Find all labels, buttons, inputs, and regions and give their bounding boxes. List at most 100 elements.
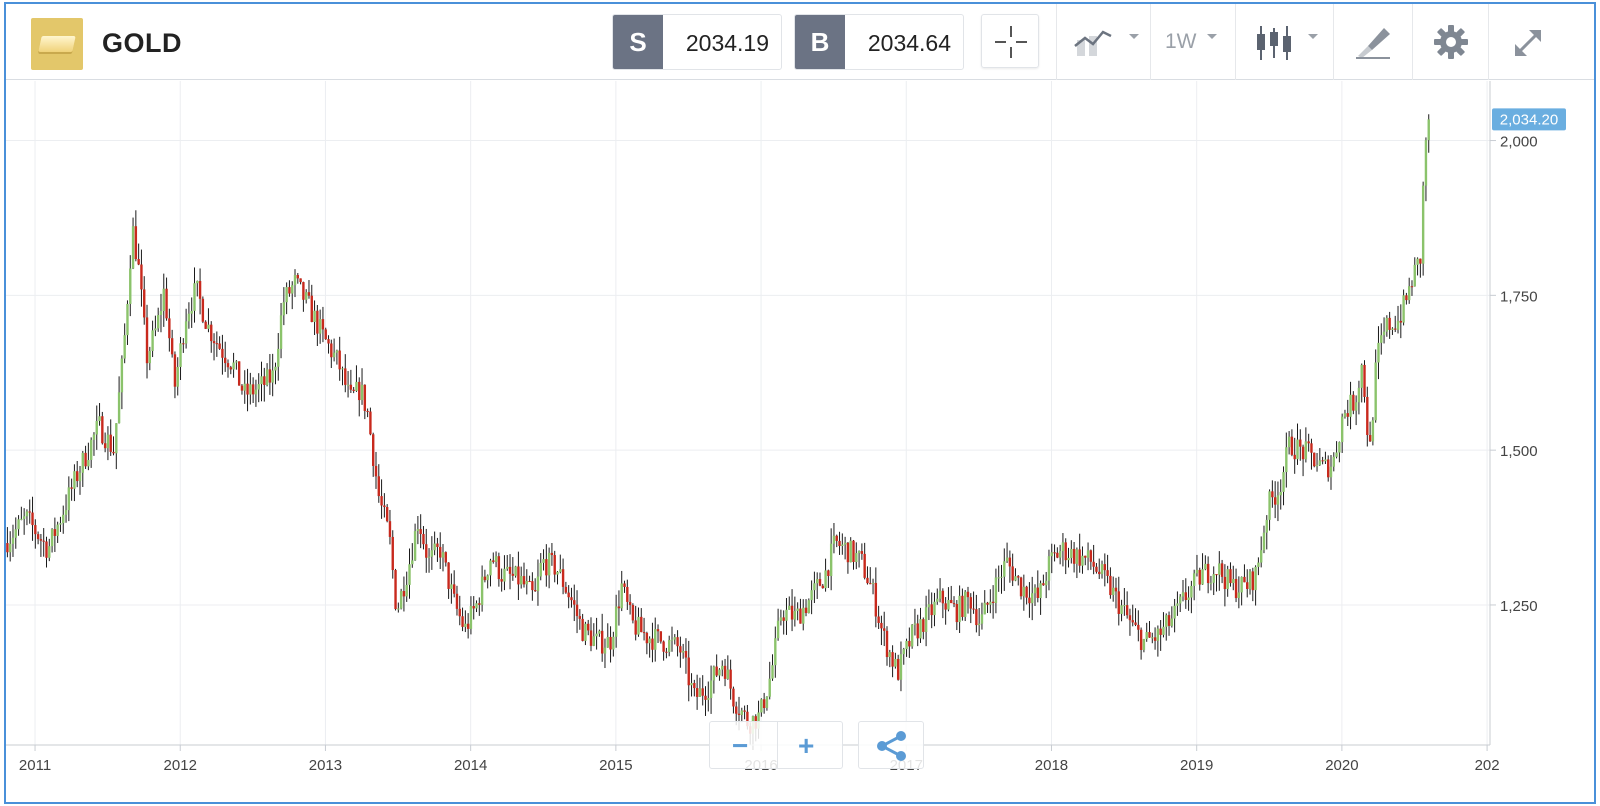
candle-body: [765, 696, 769, 709]
candle-body: [642, 632, 646, 634]
candle-body: [707, 698, 710, 700]
candle-body: [176, 366, 179, 387]
chart-area[interactable]: 1,250 1,500 1,750 2,000 2011 2012 2013 2014 201…: [6, 81, 1594, 801]
candle-body: [444, 552, 448, 563]
candle-body: [1366, 396, 1369, 436]
candle-body: [545, 559, 548, 576]
candle-body: [908, 640, 911, 647]
candle-body: [1111, 587, 1115, 596]
candle-body: [1368, 435, 1372, 442]
zoom-out-button[interactable]: −: [732, 730, 749, 761]
x-tick-label: 2015: [599, 757, 632, 774]
candle-body: [204, 321, 207, 329]
candle-body: [640, 616, 643, 633]
candle-body: [78, 472, 82, 482]
candle-body: [246, 383, 249, 395]
candle-body: [1360, 364, 1363, 388]
candle-body: [768, 678, 771, 697]
candle-body: [573, 600, 576, 605]
candle-body: [1424, 140, 1428, 186]
candle-body: [190, 310, 193, 314]
share-button[interactable]: [858, 721, 924, 769]
candle-body: [779, 617, 783, 621]
candle-body: [517, 566, 520, 585]
candle-body: [324, 329, 327, 340]
candle-body: [1391, 328, 1394, 330]
candle-body: [1234, 578, 1238, 599]
candle-body: [330, 343, 333, 358]
candle-body: [989, 601, 992, 605]
candle-body: [1184, 592, 1187, 600]
candle-body: [1142, 639, 1146, 650]
sell-price-button[interactable]: S 2034.19: [612, 14, 782, 70]
candle-body: [56, 524, 59, 536]
candle-body: [279, 315, 283, 349]
candle-body: [131, 226, 135, 269]
price-chart[interactable]: 1,250 1,500 1,750 2,000 2011 2012 2013 2014 201…: [6, 81, 1594, 801]
candle-body: [947, 599, 950, 610]
candle-body: [1251, 571, 1255, 591]
candle-body: [1201, 569, 1204, 585]
candle-body: [584, 623, 587, 641]
candle-body: [762, 699, 766, 709]
candle-body: [240, 385, 244, 391]
candle-body: [709, 680, 713, 699]
candle-body: [452, 584, 456, 594]
candle-body: [377, 476, 380, 497]
candle-body: [62, 514, 65, 524]
candle-body: [1332, 456, 1335, 467]
candle-body: [852, 540, 855, 562]
candle-body: [168, 318, 171, 339]
candle-body: [182, 343, 185, 345]
chart-window: GOLD S 2034.19 B 2034.64: [4, 2, 1596, 804]
candle-body: [1226, 569, 1229, 590]
candle-body: [237, 361, 241, 386]
crosshair-button[interactable]: [981, 4, 1041, 80]
candle-body: [715, 666, 718, 676]
candle-body: [42, 540, 45, 542]
y-tick-label: 1,500: [1500, 443, 1538, 460]
candle-body: [1212, 574, 1215, 583]
candle-body: [207, 324, 210, 329]
candle-body: [963, 591, 967, 617]
candle-body: [293, 274, 297, 286]
candle-body: [888, 652, 891, 658]
candle-body: [846, 542, 850, 563]
candle-body: [606, 636, 609, 648]
candle-body: [994, 577, 998, 604]
candlestick-type-button[interactable]: [1235, 4, 1333, 80]
candle-body: [729, 669, 732, 689]
candle-body: [366, 410, 369, 412]
buy-price-button[interactable]: B 2034.64: [794, 14, 964, 70]
candle-body: [296, 274, 300, 279]
candle-body: [1078, 549, 1081, 566]
candle-body: [1081, 555, 1084, 566]
candle-body: [450, 584, 453, 589]
candle-body: [860, 551, 864, 554]
candle-body: [941, 590, 945, 604]
candle-body: [723, 665, 727, 679]
candle-body: [486, 575, 489, 581]
candle-body: [11, 537, 15, 544]
drawing-tools-button[interactable]: [1333, 4, 1412, 80]
buy-price-value: 2034.64: [867, 30, 951, 56]
zoom-in-button[interactable]: +: [798, 730, 815, 761]
chart-type-button[interactable]: [1056, 4, 1150, 80]
candle-body: [1427, 119, 1430, 141]
settings-button[interactable]: [1412, 4, 1488, 80]
candle-body: [522, 576, 526, 585]
fullscreen-button[interactable]: [1488, 4, 1594, 80]
buy-tag: B: [795, 15, 845, 69]
candle-body: [1165, 615, 1168, 627]
y-tick-label: 1,250: [1500, 598, 1538, 615]
candle-body: [807, 600, 811, 614]
candle-body: [1075, 549, 1079, 564]
candle-body: [335, 350, 339, 353]
candle-body: [983, 602, 986, 615]
candle-body: [1120, 605, 1123, 614]
chevron-down-icon: [1207, 34, 1217, 39]
timeframe-button[interactable]: 1W: [1150, 4, 1235, 80]
candle-body: [109, 434, 112, 452]
candle-body: [81, 452, 84, 473]
zoom-controls: − +: [709, 721, 843, 769]
